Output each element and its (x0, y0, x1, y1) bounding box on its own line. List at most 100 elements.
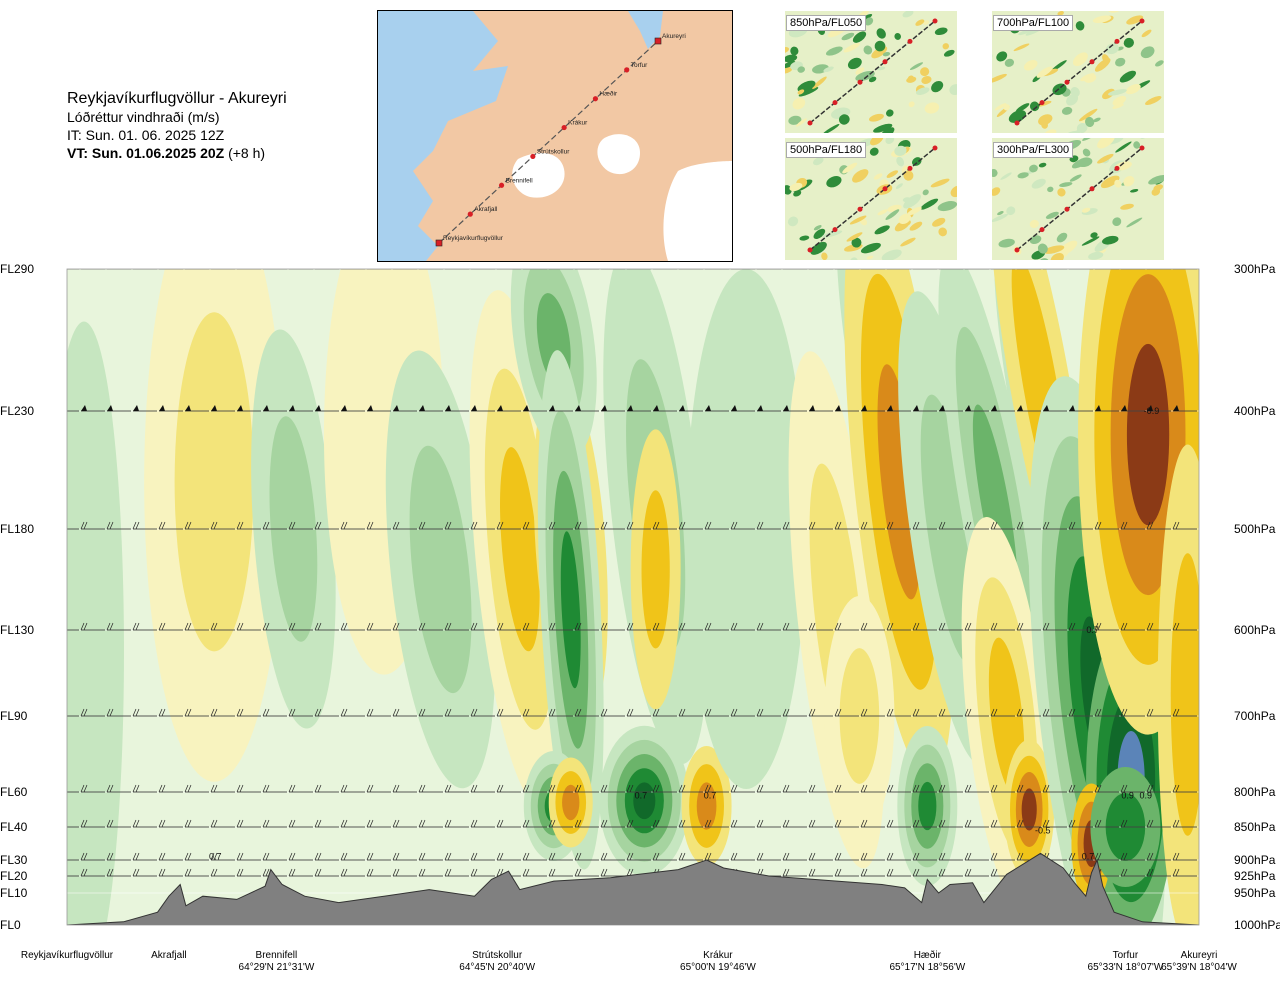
map-waypoint-label: Hæðir (599, 90, 618, 98)
wind-barb (1173, 269, 1197, 270)
wind-barb (392, 622, 417, 631)
wind-barb (912, 708, 937, 717)
wind-barb (627, 405, 651, 412)
mini-map-850-svg (785, 11, 957, 133)
wind-barb (158, 819, 183, 828)
wind-barb (678, 708, 703, 717)
map-waypoint[interactable]: Krákur (561, 120, 589, 131)
wind-barb (652, 622, 677, 631)
location-name: Akrafjall (151, 950, 187, 961)
wind-barb (106, 852, 131, 861)
map-waypoint[interactable]: Torfur (624, 62, 648, 73)
wind-barb (574, 708, 599, 717)
wind-barb (808, 784, 833, 793)
map-waypoint[interactable]: Strútskollur (530, 148, 570, 160)
wind-barb (912, 784, 937, 793)
wind-barb (367, 405, 391, 412)
wind-barb (782, 819, 807, 828)
velocity-contour (67, 321, 124, 925)
wind-barb (497, 405, 521, 412)
wind-barb (132, 708, 157, 717)
pressure-level-label: 600hPa (1234, 623, 1276, 637)
wind-barb (392, 521, 417, 530)
flight-level-label: FL20 (0, 869, 28, 883)
wind-barb (991, 405, 1015, 412)
wind-barb (444, 622, 469, 631)
map-waypoint[interactable]: Reykjavíkurflugvöllur (435, 235, 504, 247)
wind-barb (288, 852, 313, 861)
wind-barb (314, 868, 339, 877)
wind-barb (964, 868, 989, 877)
wind-barb (990, 852, 1015, 861)
pressure-level-label: 800hPa (1234, 785, 1276, 799)
flight-level-label: FL180 (0, 522, 35, 536)
mini-map-500[interactable]: 500hPa/FL180 (785, 138, 957, 260)
route-map[interactable]: Akureyri Torfur Hæðir Krákur Strútskollur Bre… (377, 10, 733, 262)
wind-barb (548, 521, 573, 530)
wind-barb (1120, 819, 1145, 828)
wind-barb (80, 708, 105, 717)
pressure-level-label: 400hPa (1234, 404, 1276, 418)
wind-barb (67, 859, 79, 861)
wind-barb (964, 784, 989, 793)
location-coords: 65°33'N 18°07'W (1087, 962, 1164, 973)
wind-barb (782, 622, 807, 631)
wind-barb (67, 791, 79, 793)
velocity-contour (1021, 788, 1037, 831)
map-waypoint-label: Strútskollur (537, 148, 570, 155)
wind-barb (236, 622, 261, 631)
mini-map-300[interactable]: 300hPa/FL300 (992, 138, 1164, 260)
location-label: Strútskollur 64°45'N 20°40'W (437, 950, 557, 974)
wind-barb (67, 410, 79, 412)
wind-barb (652, 852, 677, 861)
wind-barb (912, 622, 937, 631)
map-glacier-vatnajokull (663, 161, 732, 261)
wind-barb (133, 269, 157, 270)
wind-barb (887, 405, 911, 412)
wind-barb (886, 784, 911, 793)
flight-level-label: FL130 (0, 623, 35, 637)
wind-barb (366, 868, 391, 877)
flight-level-label: FL10 (0, 886, 28, 900)
mini-map-700[interactable]: 700hPa/FL100 (992, 11, 1164, 133)
map-waypoint[interactable]: Brennifell (498, 177, 533, 188)
wind-barb (808, 622, 833, 631)
map-waypoint[interactable]: Akureyri (654, 33, 686, 45)
flight-level-label: FL30 (0, 853, 28, 867)
wind-barb (444, 819, 469, 828)
velocity-contour (633, 782, 656, 820)
wind-barb (1094, 819, 1119, 828)
wind-barb (1173, 405, 1197, 412)
wind-barb (1068, 521, 1093, 530)
cross-section-svg: 0.7 0.7 0.7 -0.5 0.7 0.9 0.9 0.7 -0.9 (66, 268, 1200, 926)
wind-barb (886, 521, 911, 530)
wind-barb (1172, 784, 1197, 793)
wind-barb (912, 868, 937, 877)
wind-barb (886, 868, 911, 877)
wind-barb (132, 852, 157, 861)
wind-barb (107, 269, 131, 270)
wind-barb (470, 868, 495, 877)
wind-barb (1016, 622, 1041, 631)
wind-barb (938, 819, 963, 828)
wind-barb (80, 819, 105, 828)
wind-barb (80, 622, 105, 631)
map-waypoint[interactable]: Hæðir (592, 90, 618, 102)
wind-barb (184, 708, 209, 717)
wind-barb (471, 405, 495, 412)
wind-barb (860, 521, 885, 530)
map-waypoint[interactable]: Akrafjall (467, 206, 498, 217)
wind-barb (418, 784, 443, 793)
wind-barb (834, 622, 859, 631)
wind-barb (912, 819, 937, 828)
wind-barb (574, 622, 599, 631)
wind-barb (185, 269, 209, 270)
wind-barb (809, 405, 833, 412)
wind-barb (782, 784, 807, 793)
wind-barb (210, 622, 235, 631)
mini-map-850[interactable]: 850hPa/FL050 (785, 11, 957, 133)
wind-barb (913, 269, 937, 270)
wind-barb (1120, 852, 1145, 861)
location-name: Krákur (703, 950, 733, 961)
map-waypoint-label: Akrafjall (474, 206, 498, 213)
